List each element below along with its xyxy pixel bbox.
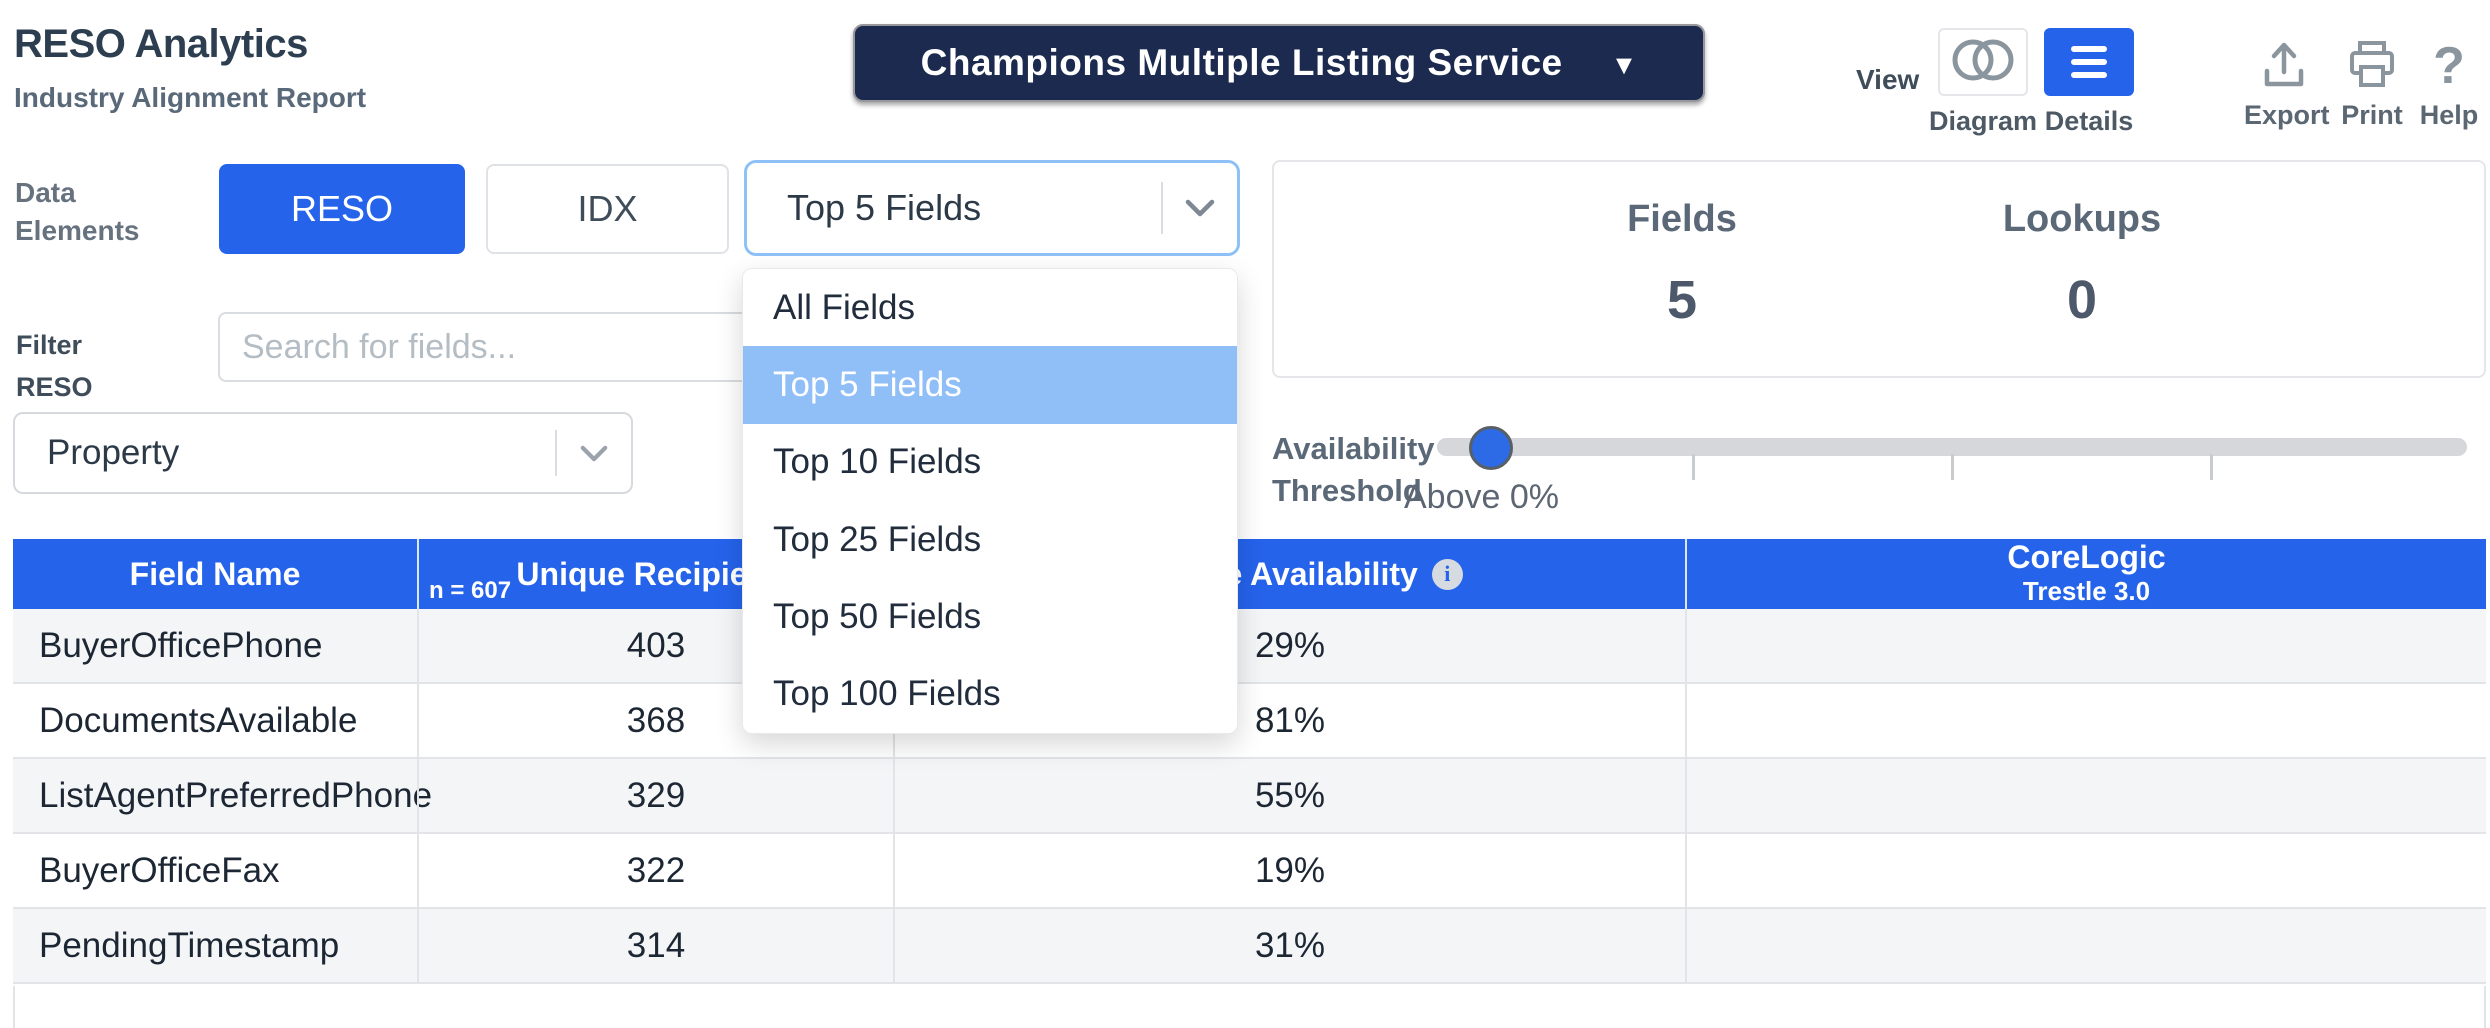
provider-cell [1685,759,2486,832]
provider-cell [1685,909,2486,982]
printer-icon [2332,38,2412,90]
provider-cell [1685,609,2486,682]
print-label: Print [2341,100,2403,130]
details-view-button[interactable] [2044,28,2134,96]
data-elements-label: Data Elements [15,177,140,246]
provider-version-label: Trestle 3.0 [2022,576,2151,606]
availability-cell: 55% [893,759,1685,832]
table-row[interactable]: PendingTimestamp 314 31% [13,909,2486,984]
fields-stat-value: 5 [1666,270,1698,330]
table-row[interactable]: ListAgentPreferredPhone 329 55% [13,759,2486,834]
field-name-cell: PendingTimestamp [39,925,340,965]
idx-toggle-button[interactable]: IDX [486,164,729,254]
top-fields-dropdown-menu: All Fields Top 5 Fields Top 10 Fields To… [742,268,1238,734]
export-label: Export [2244,100,2330,130]
filter-label: Filter [16,330,83,360]
search-input[interactable] [218,312,752,382]
export-upload-icon [2244,38,2324,90]
threshold-slider-knob[interactable] [1469,426,1513,470]
fields-stat: Fields 5 [1532,162,1832,331]
filter-sublabel: RESO [16,372,93,402]
field-name-cell: BuyerOfficeFax [39,850,280,890]
diagram-view-button[interactable] [1938,28,2028,96]
slider-tick [1951,454,1954,480]
venn-diagram-icon [1949,36,2017,89]
threshold-value-label: Above 0% [1404,478,1559,516]
lookups-stat-label: Lookups [2002,198,2162,240]
field-name-cell: ListAgentPreferredPhone [39,775,433,815]
select-divider [555,430,557,476]
menu-item-top-100-fields[interactable]: Top 100 Fields [743,655,1237,733]
column-header-field-name: Field Name [129,555,301,592]
help-label: Help [2419,100,2479,130]
unique-recipients-cell: 314 [417,909,893,982]
lookups-stat: Lookups 0 [1932,162,2232,331]
column-header-provider: CoreLogic Trestle 3.0 [1685,539,2486,609]
export-button[interactable]: Export [2244,38,2330,131]
menu-item-top-10-fields[interactable]: Top 10 Fields [743,423,1237,501]
page-title: RESO Analytics [14,22,308,66]
provider-cell [1685,834,2486,907]
info-icon[interactable]: i [1431,558,1463,590]
threshold-slider-track[interactable] [1437,438,2467,456]
menu-item-top-25-fields[interactable]: Top 25 Fields [743,500,1237,579]
help-button[interactable]: ? Help [2409,38,2489,131]
view-label: View [1856,64,1920,95]
page-subtitle: Industry Alignment Report [14,82,367,113]
question-mark-icon: ? [2433,37,2465,95]
table-row[interactable]: BuyerOfficeFax 322 19% [13,834,2486,909]
availability-cell: 31% [893,909,1685,982]
mls-selector-label: Champions Multiple Listing Service [920,42,1563,83]
sample-size-note: n = 607 [429,577,512,604]
top-fields-select-value: Top 5 Fields [787,187,982,228]
caret-down-icon: ▼ [1610,49,1638,80]
fields-stat-label: Fields [1627,198,1737,240]
diagram-button-label: Diagram [1928,106,2038,136]
unique-recipients-cell: 368 [417,684,893,757]
unique-recipients-cell: 322 [417,834,893,907]
fields-table: Field Name Unique Recipients n = 607 Ave… [13,539,2486,984]
chevron-down-icon [557,445,631,462]
unique-recipients-cell: 403 [417,609,893,682]
field-name-cell: DocumentsAvailable [39,700,358,740]
availability-threshold-label: Availability Threshold [1272,431,1435,508]
slider-tick [2210,454,2213,480]
table-row[interactable]: DocumentsAvailable 368 81% [13,684,2486,759]
menu-item-all-fields[interactable]: All Fields [743,269,1237,347]
reso-toggle-button[interactable]: RESO [219,164,465,254]
hamburger-icon [2071,46,2107,78]
slider-tick [1692,454,1695,480]
unique-recipients-cell: 329 [417,759,893,832]
mls-selector-button[interactable]: Champions Multiple Listing Service ▼ [853,24,1705,102]
chevron-down-icon [1163,199,1237,217]
details-button-label: Details [2044,106,2134,136]
menu-item-top-50-fields[interactable]: Top 50 Fields [743,578,1237,656]
provider-cell [1685,684,2486,757]
menu-item-top-5-fields[interactable]: Top 5 Fields [743,346,1237,424]
summary-panel: Fields 5 Lookups 0 [1272,160,2486,378]
select-divider [1161,181,1163,235]
table-footer-area [13,986,2486,1028]
availability-cell: 19% [893,834,1685,907]
table-header-row: Field Name Unique Recipients n = 607 Ave… [13,539,2486,609]
field-name-cell: BuyerOfficePhone [39,625,323,665]
top-fields-select[interactable]: Top 5 Fields [744,160,1240,256]
table-row[interactable]: BuyerOfficePhone 403 29% [13,609,2486,684]
lookups-stat-value: 0 [2066,270,2098,330]
print-button[interactable]: Print [2332,38,2412,131]
resource-select[interactable]: Property [13,412,633,494]
resource-select-value: Property [47,433,180,472]
